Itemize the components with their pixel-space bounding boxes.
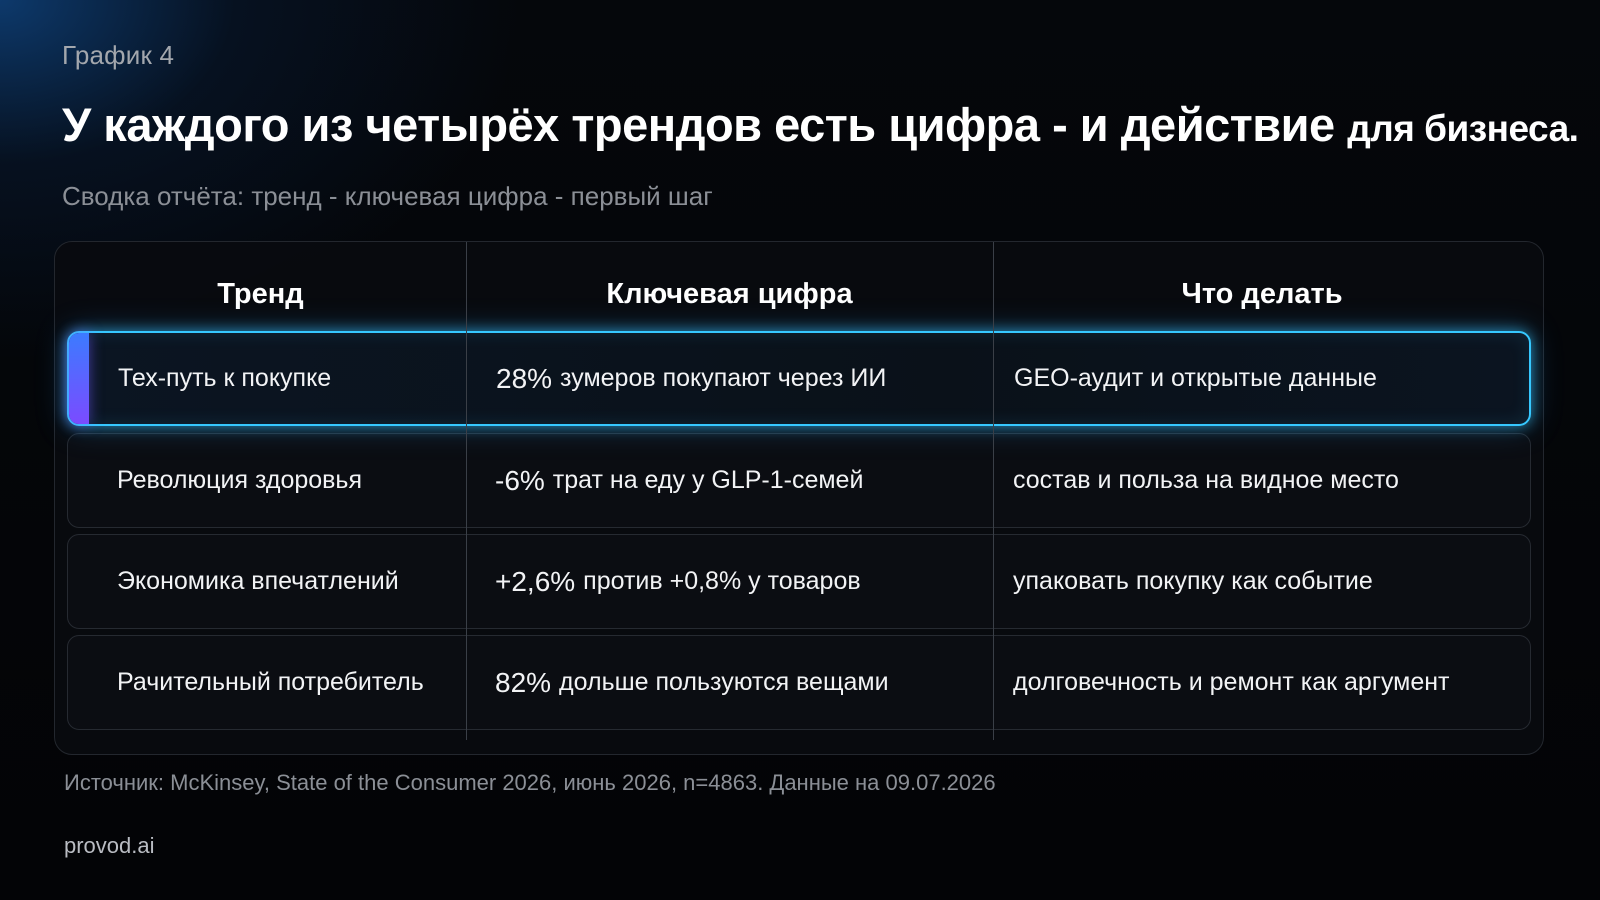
chart-subtitle: Сводка отчёта: тренд - ключевая цифра - … xyxy=(62,181,713,211)
column-header-key-figure: Ключевая цифра xyxy=(606,278,853,310)
trend-cell: Экономика впечатлений xyxy=(117,567,399,595)
column-header-action: Что делать xyxy=(1181,278,1343,310)
summary-table: Тренд Ключевая цифра Что делать Тех-путь… xyxy=(54,241,1544,755)
action-cell: долговечность и ремонт как аргумент xyxy=(1013,668,1450,696)
key-figure-value: 28% xyxy=(496,362,553,394)
key-figure-value: +2,6% xyxy=(495,565,576,597)
chart-title-tail: для бизнеса. xyxy=(1347,108,1579,149)
table-row: Тех-путь к покупке 28% зумеров покупают ч… xyxy=(67,331,1531,426)
key-figure-cell: +2,6% против +0,8% у товаров xyxy=(495,535,861,628)
chart-title-main: У каждого из четырёх трендов есть цифра … xyxy=(62,98,1335,151)
action-cell: GEO-аудит и открытые данные xyxy=(1014,364,1377,392)
table-row: Революция здоровья -6% трат на еду у GLP-… xyxy=(67,433,1531,528)
key-figure-text: трат на еду у GLP-1-семей xyxy=(552,466,864,494)
column-header-trend: Тренд xyxy=(217,278,304,310)
table-row: Экономика впечатлений +2,6% против +0,8% … xyxy=(67,534,1531,629)
chart-title: У каждого из четырёх трендов есть цифра … xyxy=(62,97,1579,152)
key-figure-cell: 82% дольше пользуются вещами xyxy=(495,636,889,729)
table-header: Тренд Ключевая цифра Что делать xyxy=(55,242,1543,338)
key-figure-text: дольше пользуются вещами xyxy=(559,668,889,696)
trend-cell: Тех-путь к покупке xyxy=(118,364,332,392)
key-figure-text: против +0,8% у товаров xyxy=(583,567,861,595)
action-cell: упаковать покупку как событие xyxy=(1013,567,1373,595)
key-figure-cell: 28% зумеров покупают через ИИ xyxy=(496,333,886,424)
source-note: Источник: McKinsey, State of the Consume… xyxy=(64,770,996,795)
column-divider xyxy=(993,242,994,740)
trend-cell: Рачительный потребитель xyxy=(117,668,424,696)
brand-label: provod.ai xyxy=(64,833,155,858)
row-highlight-accent xyxy=(69,333,89,424)
key-figure-value: 82% xyxy=(495,666,552,698)
chart-kicker: График 4 xyxy=(62,40,175,70)
key-figure-value: -6% xyxy=(495,464,545,496)
key-figure-cell: -6% трат на еду у GLP-1-семей xyxy=(495,434,863,527)
action-cell: состав и польза на видное место xyxy=(1013,466,1399,494)
column-divider xyxy=(466,242,467,740)
key-figure-text: зумеров покупают через ИИ xyxy=(560,364,887,392)
table-row: Рачительный потребитель 82% дольше пользу… xyxy=(67,635,1531,730)
trend-cell: Революция здоровья xyxy=(117,466,362,494)
